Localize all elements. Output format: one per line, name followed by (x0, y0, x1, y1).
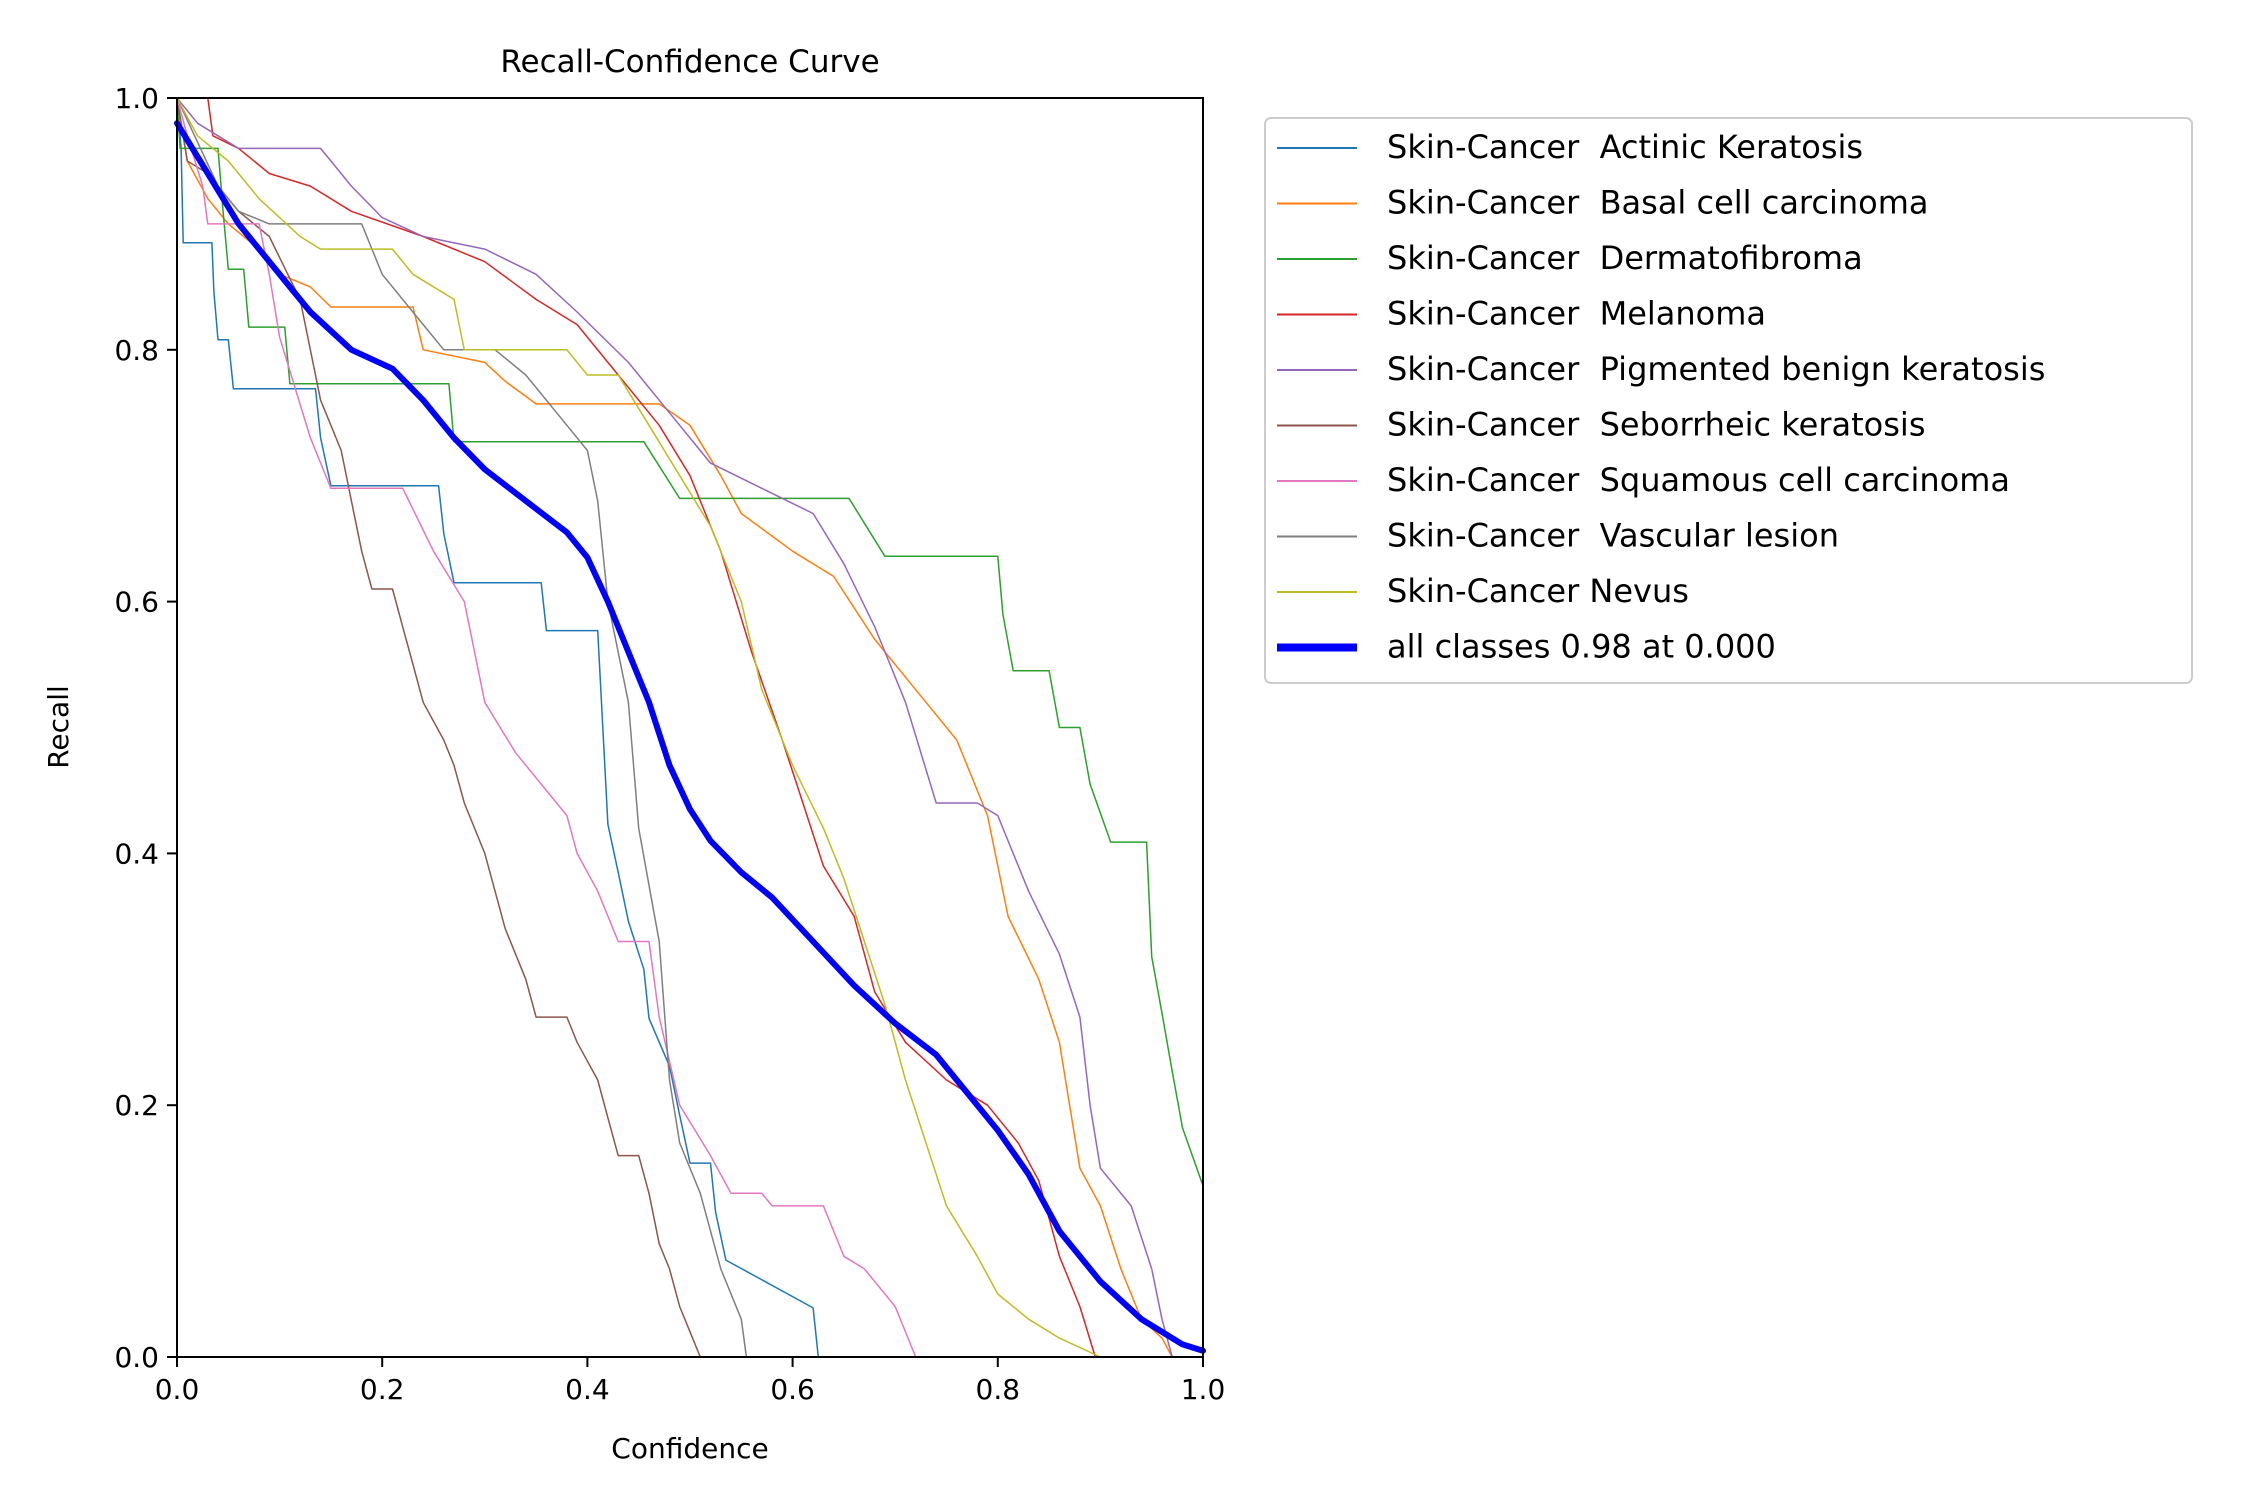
legend: Skin-Cancer Actinic Keratosis Skin-Cancer… (1264, 117, 2193, 684)
y-axis-label: Recall (42, 685, 75, 769)
x-tick-label-2: 0.4 (565, 1373, 610, 1406)
x-tick-label-4: 0.8 (976, 1373, 1021, 1406)
y-tick-label-0: 0.0 (114, 1341, 159, 1374)
y-tick-label-5: 1.0 (114, 82, 159, 115)
series-line-0 (176, 97, 1204, 1358)
plot-frame (176, 97, 1204, 1358)
series-line-7 (176, 97, 1204, 1358)
y-tick-label-3: 0.6 (114, 586, 159, 619)
series-line-2 (176, 97, 1204, 1358)
y-tick-label-1: 0.2 (114, 1089, 159, 1122)
series-line-3 (176, 97, 1204, 1358)
legend-label-2: Skin-Cancer Dermatofibroma (1387, 239, 1863, 277)
legend-label-0: Skin-Cancer Actinic Keratosis (1387, 128, 1863, 166)
legend-label-7: Skin-Cancer Vascular lesion (1387, 517, 1839, 555)
y-tick-label-2: 0.4 (114, 837, 159, 870)
series-line-6 (176, 97, 1204, 1358)
series-line-8 (176, 97, 1204, 1358)
chart-title: Recall-Confidence Curve (500, 44, 879, 80)
legend-label-9: all classes 0.98 at 0.000 (1387, 628, 1776, 666)
series-lines (174, 97, 1206, 1358)
y-tick-label-4: 0.8 (114, 334, 159, 367)
series-line-9 (174, 120, 1206, 1354)
series-line-5 (176, 97, 1204, 1358)
series-line-4 (176, 97, 1204, 1358)
legend-label-5: Skin-Cancer Seborrheic keratosis (1387, 406, 1925, 444)
x-axis-label: Confidence (611, 1432, 768, 1465)
x-tick-label-3: 0.6 (770, 1373, 815, 1406)
series-line-1 (176, 97, 1204, 1358)
legend-label-4: Skin-Cancer Pigmented benign keratosis (1387, 350, 2045, 388)
legend-label-3: Skin-Cancer Melanoma (1387, 295, 1766, 333)
legend-label-1: Skin-Cancer Basal cell carcinoma (1387, 184, 1929, 222)
x-tick-label-5: 1.0 (1181, 1373, 1226, 1406)
x-tick-label-1: 0.2 (360, 1373, 405, 1406)
legend-label-8: Skin-Cancer Nevus (1387, 572, 1689, 610)
x-tick-label-0: 0.0 (155, 1373, 200, 1406)
axis-ticks: 0.0 0.2 0.4 0.6 0.8 1.0 0.0 0.2 0.4 0.6 0.8 1.0 (114, 82, 1225, 1406)
legend-box (1264, 117, 2193, 684)
legend-label-6: Skin-Cancer Squamous cell carcinoma (1387, 461, 2010, 499)
